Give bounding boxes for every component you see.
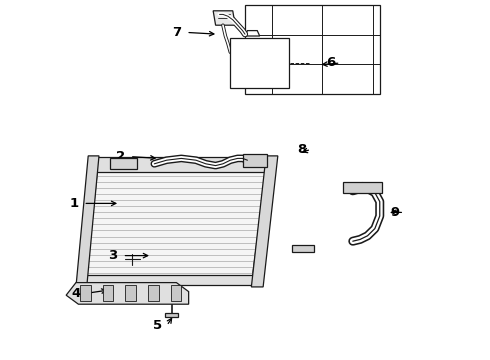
Polygon shape <box>165 313 178 317</box>
Text: 2: 2 <box>116 150 125 163</box>
Text: 6: 6 <box>326 57 336 69</box>
Polygon shape <box>251 156 278 287</box>
Polygon shape <box>245 31 260 36</box>
Circle shape <box>123 253 141 266</box>
Text: 7: 7 <box>172 26 181 39</box>
Text: 8: 8 <box>297 143 306 156</box>
Polygon shape <box>243 154 267 167</box>
Bar <box>230 38 289 88</box>
Text: 3: 3 <box>108 249 118 262</box>
Circle shape <box>356 183 369 192</box>
Bar <box>80 285 91 301</box>
Bar <box>148 285 159 301</box>
Text: 4: 4 <box>72 287 81 300</box>
Polygon shape <box>292 245 314 252</box>
Text: 1: 1 <box>69 197 78 210</box>
Text: 9: 9 <box>390 206 399 219</box>
Text: 5: 5 <box>152 319 162 332</box>
Bar <box>102 285 113 301</box>
Polygon shape <box>86 164 267 279</box>
Polygon shape <box>110 158 137 169</box>
Polygon shape <box>96 157 272 172</box>
Polygon shape <box>76 156 99 287</box>
Circle shape <box>239 156 251 165</box>
Polygon shape <box>83 275 257 285</box>
Polygon shape <box>213 11 235 25</box>
Bar <box>171 285 181 301</box>
Polygon shape <box>343 182 382 193</box>
Bar <box>125 285 136 301</box>
Polygon shape <box>66 283 189 304</box>
Bar <box>245 5 380 94</box>
